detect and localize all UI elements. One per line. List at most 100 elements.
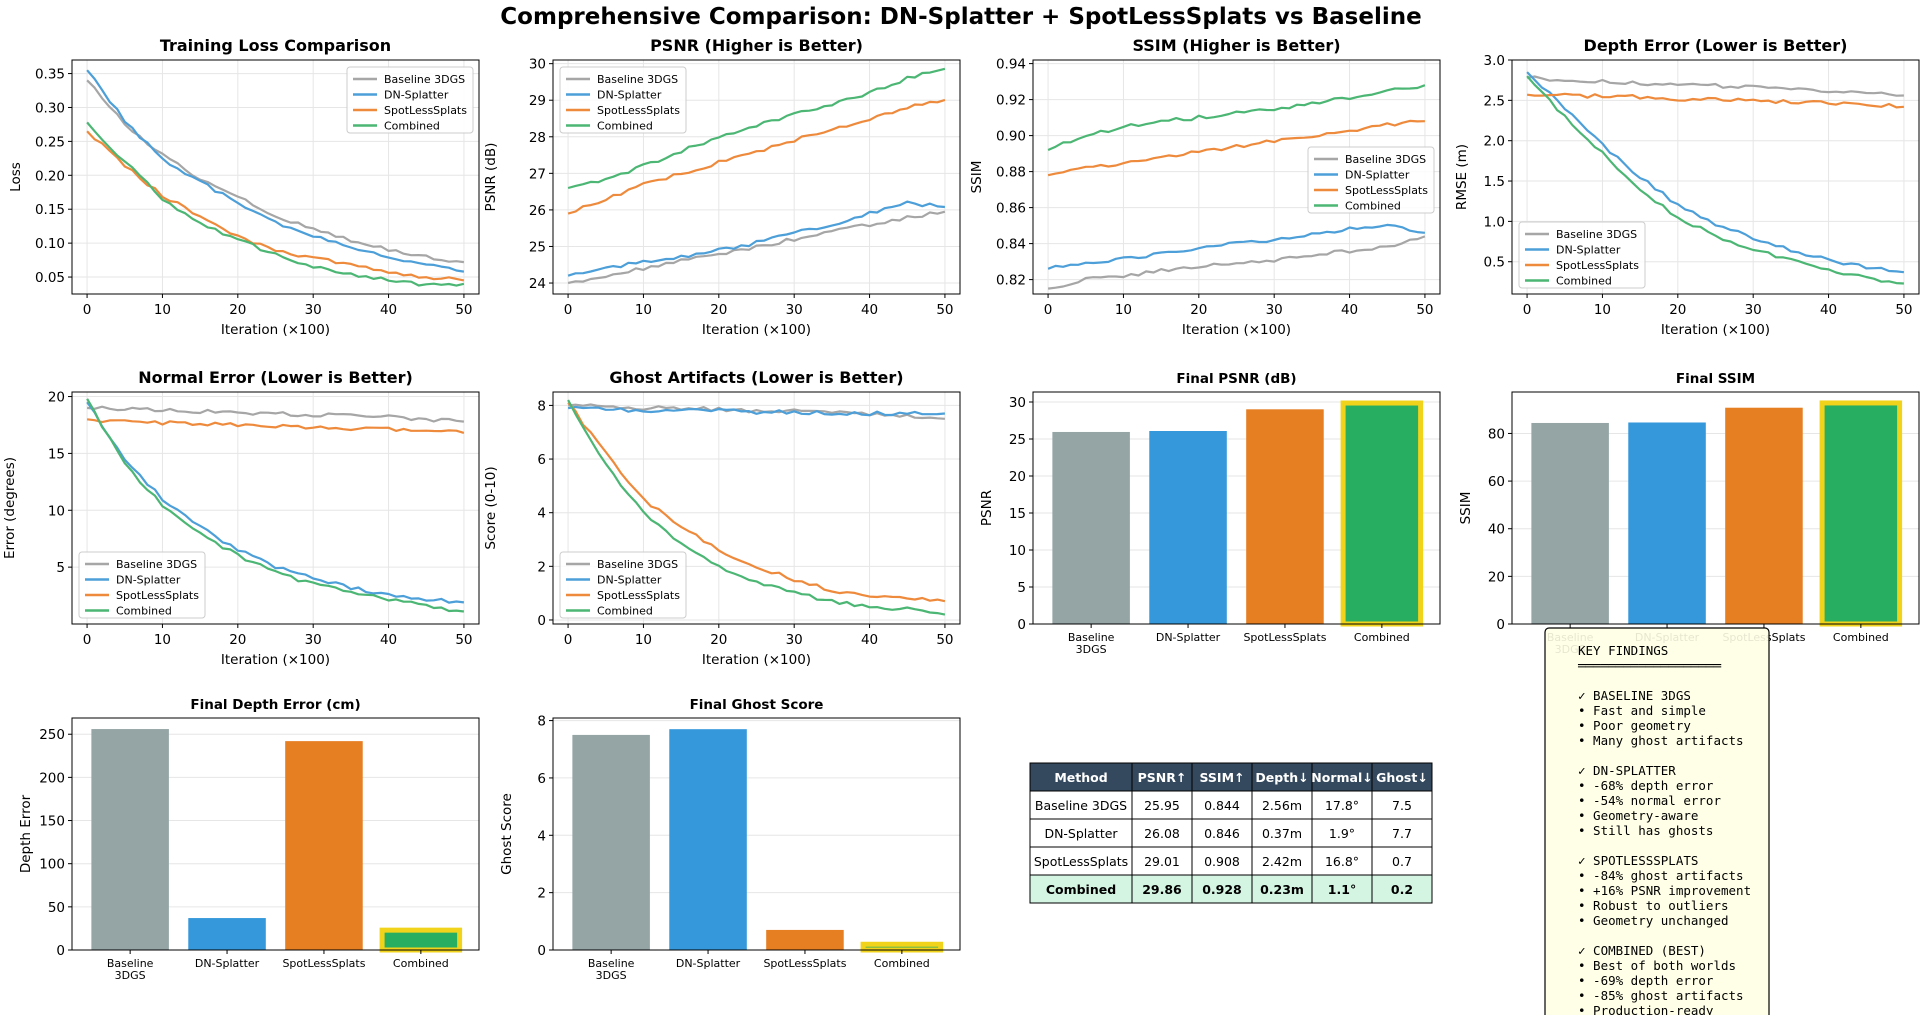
- y-axis-label: Loss: [8, 162, 24, 192]
- chart-final_ghost: Final Ghost Score 0 2 4 6 8 Baseline 3DGS DN-Spl…: [499, 697, 961, 982]
- y-tick-label: 0.84: [996, 237, 1026, 253]
- y-tick-label: 27: [529, 166, 546, 182]
- y-tick-label: 0.10: [35, 236, 65, 252]
- legend-entry: Baseline 3DGS: [597, 73, 678, 86]
- table-cell: [1131, 790, 1193, 820]
- y-tick-label: 0: [1496, 617, 1505, 633]
- table-header-label: Ghost↓: [1376, 770, 1428, 785]
- chart-title: Final PSNR (dB): [1176, 371, 1296, 387]
- table-cell: [1191, 790, 1253, 820]
- findings-line: ✓ SPOTLESSSPLATS: [1578, 853, 1698, 868]
- y-tick-label: 6: [537, 452, 546, 468]
- x-tick-label: 50: [1416, 302, 1433, 318]
- x-tick-label: 30: [1266, 302, 1283, 318]
- table-header-label: Method: [1054, 770, 1107, 785]
- findings-line: ═══════════════════: [1577, 658, 1721, 673]
- table-cell-text: 17.8°: [1325, 798, 1359, 813]
- x-tick-label: DN-Splatter: [1156, 631, 1221, 644]
- legend-entry: Baseline 3DGS: [1556, 228, 1637, 241]
- x-axis-label: Iteration (×100): [702, 652, 811, 668]
- table-cell-text: 16.8°: [1325, 854, 1359, 869]
- findings-line: • -68% depth error: [1578, 778, 1714, 793]
- x-tick-label: 30: [305, 302, 322, 318]
- findings-panel: [1544, 627, 1770, 1015]
- y-tick-label: 2.5: [1484, 93, 1505, 109]
- y-axis-label: SSIM: [1458, 492, 1474, 525]
- table-cell: [1311, 846, 1373, 876]
- y-tick-label: 0.15: [35, 202, 65, 218]
- table-cell-text: 0.846: [1204, 826, 1240, 841]
- chart-final_depth: Final Depth Error (cm) 0 50 100 150 200 250 Bas…: [18, 697, 480, 982]
- legend-box: [78, 551, 206, 619]
- table-header-label: Depth↓: [1255, 770, 1308, 785]
- x-tick-label: 10: [154, 302, 171, 318]
- legend-entry: Baseline 3DGS: [116, 558, 197, 571]
- legend-entry: Combined: [384, 120, 440, 133]
- legend-box: [1307, 146, 1435, 214]
- x-tick-label: DN-Splatter: [676, 957, 741, 970]
- x-axis-label: Iteration (×100): [1182, 322, 1291, 338]
- findings-line: • Many ghost artifacts: [1578, 733, 1744, 748]
- bar-2: [1725, 407, 1803, 624]
- table-header-cell: [1311, 762, 1373, 792]
- table-cell-text: 2.42m: [1262, 854, 1302, 869]
- table-cell-text: 1.1°: [1328, 882, 1356, 897]
- y-tick-label: 25: [529, 239, 546, 255]
- legend-entry: DN-Splatter: [1556, 244, 1621, 257]
- series-line-2: [567, 401, 946, 603]
- y-tick-label: 0: [56, 943, 65, 959]
- x-tick-label: 30: [1745, 302, 1762, 318]
- y-tick-label: 20: [1488, 569, 1505, 585]
- x-tick-label: 20: [229, 632, 246, 648]
- findings-line: KEY FINDINGS: [1578, 643, 1668, 658]
- findings-line: • Fast and simple: [1578, 703, 1706, 718]
- bar-3: [1819, 400, 1903, 627]
- findings-line: • Poor geometry: [1578, 718, 1691, 733]
- x-tick-label: 30: [786, 632, 803, 648]
- axes-frame: [71, 391, 480, 625]
- legend-entry: Combined: [1556, 275, 1612, 288]
- chart-final_psnr: Final PSNR (dB) 0 5 10 15 20 25 30 Baseline 3DGS D…: [979, 371, 1441, 656]
- x-tick-label: 20: [1669, 302, 1686, 318]
- findings-line: • +16% PSNR improvement: [1578, 883, 1751, 898]
- legend-entry: DN-Splatter: [384, 89, 449, 102]
- bar-3: [860, 941, 944, 953]
- bar-0: [1531, 422, 1609, 624]
- legend-entry: Combined: [1345, 200, 1401, 213]
- table-header-label: PSNR↑: [1138, 770, 1187, 785]
- legend-entry: DN-Splatter: [597, 574, 662, 587]
- x-tick-label: 20: [710, 302, 727, 318]
- findings-line: • -84% ghost artifacts: [1578, 868, 1744, 883]
- y-tick-label: 1.5: [1484, 174, 1505, 190]
- x-tick-label: Combined: [1833, 631, 1889, 644]
- findings-line: • Best of both worlds: [1578, 958, 1736, 973]
- table-cell: [1029, 790, 1133, 820]
- legend-entry: Baseline 3DGS: [384, 73, 465, 86]
- table-cell-text: Combined: [1046, 882, 1116, 897]
- x-tick-label: 50: [1895, 302, 1912, 318]
- legend-entry: DN-Splatter: [1345, 169, 1410, 182]
- chart-title: Normal Error (Lower is Better): [138, 368, 413, 387]
- bar-2: [766, 929, 844, 950]
- table-cell-text: 0.37m: [1262, 826, 1302, 841]
- chart-title: Final Depth Error (cm): [190, 697, 360, 713]
- axes-frame: [1032, 391, 1441, 625]
- x-tick-label: 10: [1115, 302, 1132, 318]
- x-tick-label: 10: [1594, 302, 1611, 318]
- y-tick-label: 250: [39, 727, 65, 743]
- bar-2: [1246, 409, 1324, 624]
- series-line-3: [567, 399, 946, 616]
- chart-title: Final SSIM: [1676, 371, 1755, 387]
- chart-ssim: SSIM (Higher is Better) 0.82 0.84 0.86 0.88 0…: [969, 36, 1441, 338]
- chart-depth: Depth Error (Lower is Better) 0.5 1.0 1.5 2.…: [1454, 36, 1920, 338]
- chart-psnr: PSNR (Higher is Better) 24 25 26 27 28 29 30 0 10…: [483, 36, 961, 338]
- table-cell: [1251, 846, 1313, 876]
- x-tick-label: 20: [1190, 302, 1207, 318]
- series-line-0: [86, 405, 465, 423]
- table-cell-text: 0.908: [1204, 854, 1240, 869]
- x-tick-label: 40: [861, 302, 878, 318]
- y-tick-label: 200: [39, 770, 65, 786]
- bar-1: [188, 918, 266, 950]
- x-tick-label: 0: [1044, 302, 1053, 318]
